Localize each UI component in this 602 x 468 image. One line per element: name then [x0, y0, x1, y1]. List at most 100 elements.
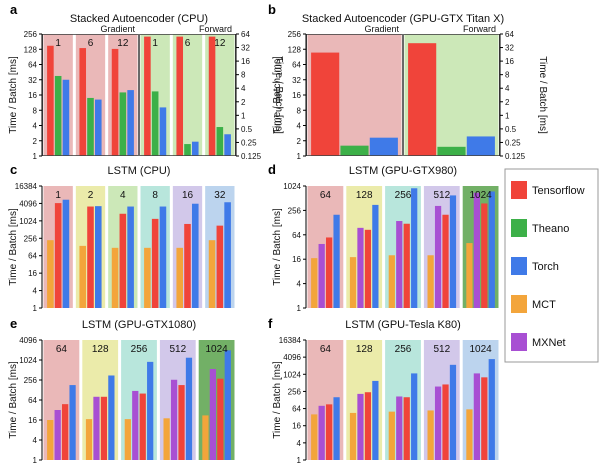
y-tick-label-right: 0.125 [241, 152, 262, 161]
y-tick-label-right: 2 [505, 98, 510, 107]
bar-torch [224, 134, 231, 156]
bar-torch [62, 199, 70, 308]
y-tick-label: 256 [24, 30, 38, 39]
legend-label: Torch [532, 261, 559, 273]
bar-tensorflow [481, 377, 488, 460]
group-label: 1024 [469, 344, 492, 355]
y-tick-label-right: 0.25 [505, 138, 521, 147]
y-tick-label: 1 [33, 456, 38, 465]
y-tick-label: 16 [292, 422, 301, 431]
group-label: 128 [356, 344, 373, 355]
group-label: 4 [120, 190, 126, 201]
y-tick-label: 4 [33, 122, 38, 131]
y-tick-label-right: 8 [505, 71, 510, 80]
bar-torch [191, 203, 199, 308]
y-axis-label: Time / Batch [ms] [272, 56, 283, 134]
bar-mct [111, 247, 119, 308]
y-tick-label-right: 4 [505, 84, 510, 93]
bar-torch [369, 137, 398, 156]
bar-mxnet [396, 396, 403, 460]
bar-theano [54, 75, 62, 156]
y-axis-label-right: Time / Batch [ms] [537, 56, 548, 134]
bar-mct [427, 255, 434, 308]
bar-mct [85, 419, 93, 460]
group-label: 64 [320, 190, 332, 201]
chart-title: LSTM (GPU-Tesla K80) [345, 319, 461, 331]
y-tick-label: 128 [24, 45, 38, 54]
y-axis-label: Time / Batch [ms] [272, 208, 283, 286]
y-tick-label-right: 4 [241, 84, 246, 93]
bar-tensorflow [326, 237, 333, 308]
bar-tensorflow [326, 404, 333, 460]
bar-tensorflow [151, 218, 159, 308]
group-label: 64 [56, 344, 68, 355]
group-label: 12 [117, 38, 129, 49]
bar-mxnet [473, 192, 480, 308]
bar-mct [202, 415, 209, 460]
bar-tensorflow [364, 229, 372, 308]
bar-mxnet [318, 243, 325, 308]
group-label: 1 [152, 38, 158, 49]
legend-label: Tensorflow [532, 185, 585, 197]
bar-torch [372, 204, 379, 308]
bar-tensorflow [47, 45, 54, 156]
bar-tensorflow [62, 404, 69, 460]
y-tick-label: 128 [288, 45, 302, 54]
group-label: 6 [88, 38, 94, 49]
bar-mct [388, 411, 395, 460]
y-tick-label-right: 2 [241, 98, 246, 107]
y-tick-label: 16384 [279, 336, 302, 345]
bar-mct [208, 240, 216, 308]
group-label: 1 [55, 190, 61, 201]
bar-mct [311, 258, 318, 308]
chart-title: Stacked Autoencoder (CPU) [70, 13, 208, 25]
bar-torch [62, 79, 70, 156]
bar-tensorflow [100, 396, 108, 460]
legend-swatch [511, 333, 527, 351]
bar-theano [216, 127, 224, 156]
bar-tensorflow [176, 36, 184, 156]
bar-torch [159, 206, 167, 308]
bar-mct [163, 418, 170, 460]
y-tick-label: 256 [288, 30, 302, 39]
y-tick-label: 32 [28, 76, 37, 85]
section-label: Gradient [364, 24, 399, 34]
y-tick-label: 4096 [283, 353, 301, 362]
bar-tensorflow [208, 36, 216, 156]
y-tick-label-right: 16 [505, 57, 514, 66]
group-label: 8 [152, 190, 158, 201]
y-axis-label: Time / Batch [ms] [8, 208, 19, 286]
bar-torch [449, 195, 457, 308]
y-tick-label: 16 [292, 91, 301, 100]
bar-mct [47, 240, 54, 308]
legend-swatch [511, 181, 527, 199]
bar-mxnet [434, 205, 442, 308]
y-tick-label-right: 64 [241, 30, 250, 39]
chart-title: LSTM (GPU-GTX1080) [82, 319, 196, 331]
y-tick-label: 64 [292, 231, 301, 240]
group-label: 512 [433, 190, 450, 201]
bar-mxnet [357, 393, 364, 460]
bar-mct [124, 419, 131, 460]
group-label: 16 [182, 190, 194, 201]
bar-mxnet [93, 396, 100, 460]
bar-torch [372, 380, 379, 460]
bar-tensorflow [79, 48, 87, 156]
group-label: 6 [185, 38, 191, 49]
group-label: 256 [131, 344, 148, 355]
y-tick-label-right: 32 [505, 44, 514, 53]
panel-letter: e [10, 316, 17, 331]
bar-torch [488, 359, 495, 460]
y-tick-label: 16 [28, 269, 37, 278]
y-tick-label: 32 [292, 76, 301, 85]
panel-letter: c [10, 162, 17, 177]
y-tick-label: 1 [33, 304, 38, 313]
y-tick-label: 4 [297, 280, 302, 289]
group-label: 256 [395, 344, 412, 355]
chart-panel-b: b Stacked Autoencoder (GPU-GTX Titan X)Gr… [268, 2, 548, 161]
y-tick-label: 1 [33, 152, 38, 161]
bar-theano [119, 92, 127, 156]
bar-torch [94, 99, 102, 156]
bar-torch [94, 206, 102, 308]
legend-label: MXNet [532, 337, 566, 349]
